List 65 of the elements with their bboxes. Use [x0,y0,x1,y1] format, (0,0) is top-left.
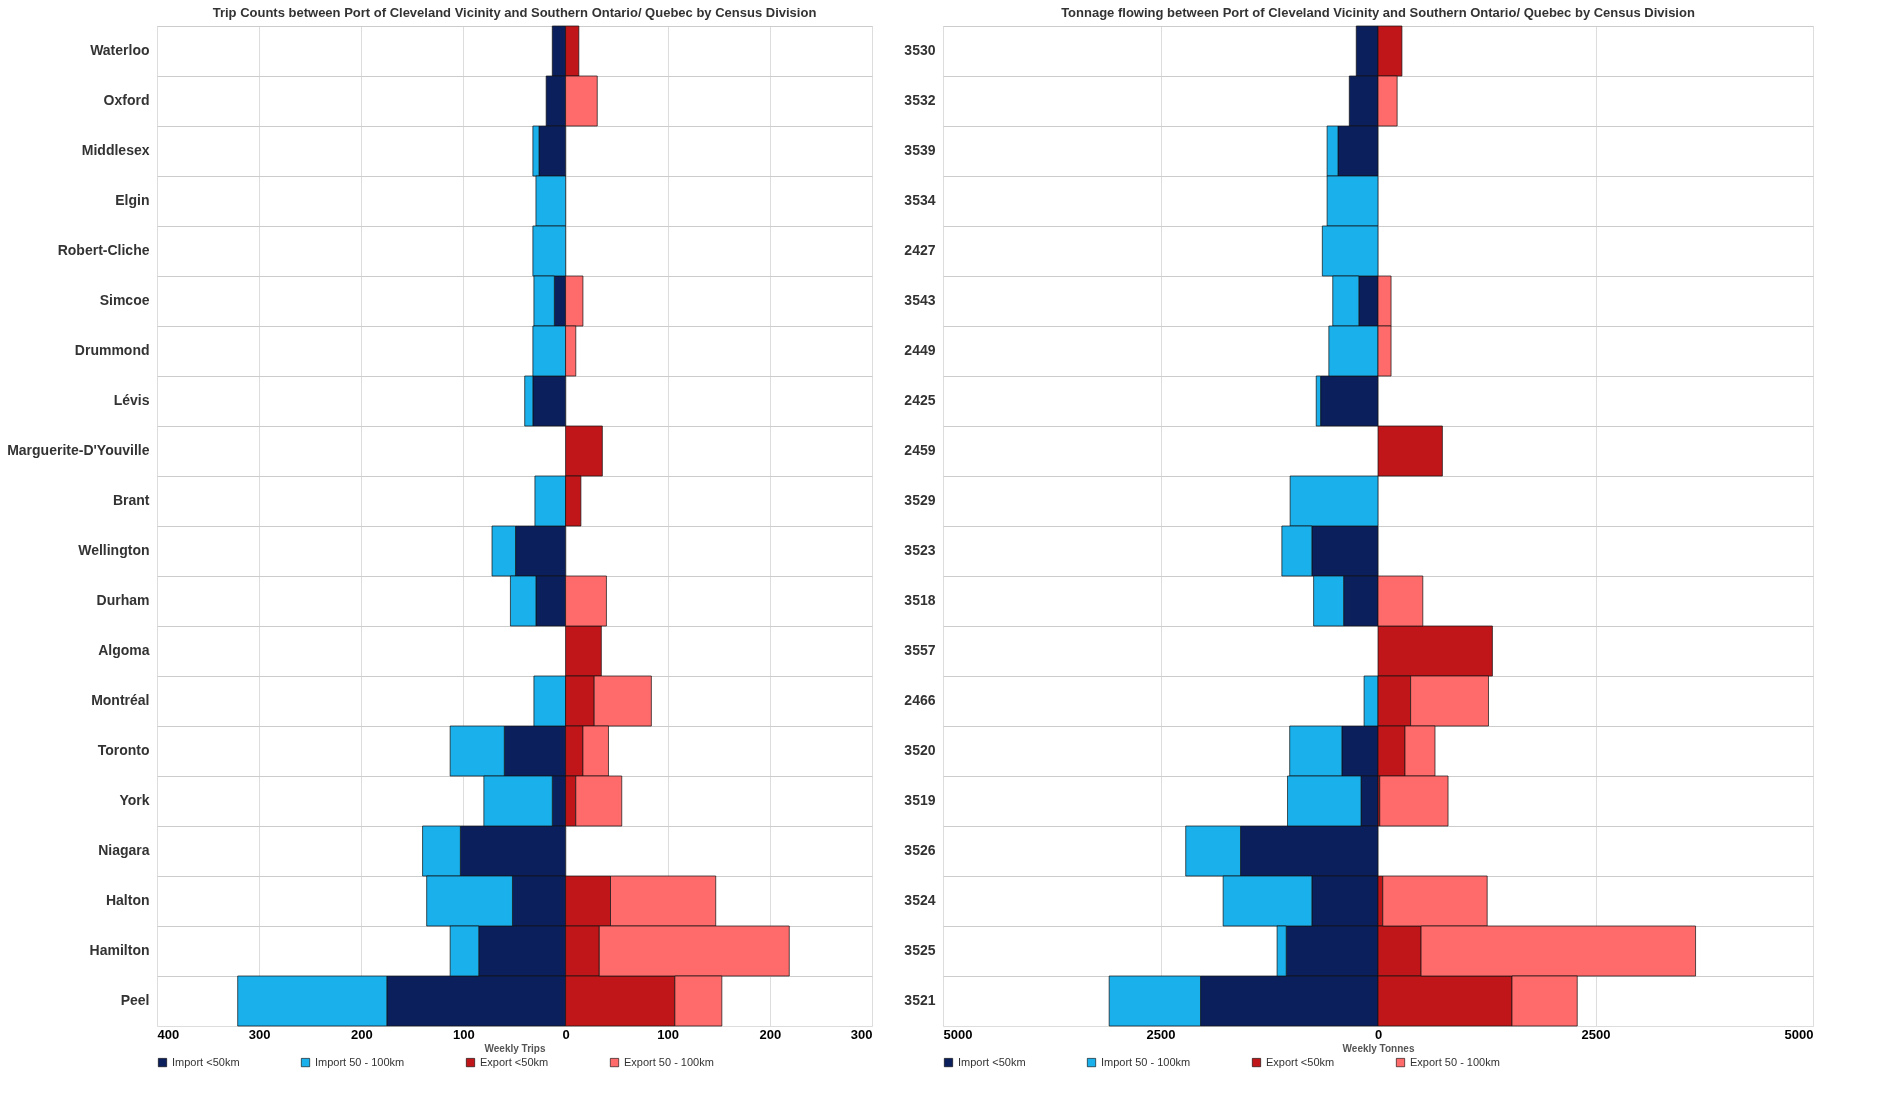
y-tick-label: 2459 [904,442,936,458]
y-tick-label: 3543 [904,292,936,308]
x-axis-title: Weekly Trips [484,1042,546,1054]
y-tick-label: Waterloo [90,42,150,58]
x-tick-label: 300 [850,1026,873,1042]
y-tick-label: 3524 [904,892,936,908]
y-tick-label: York [119,792,150,808]
legend-label: Export <50km [1266,1055,1335,1068]
y-tick-label: 3526 [904,842,936,858]
y-tick-label: 2425 [904,392,936,408]
y-tick-label: Robert-Cliche [57,242,150,258]
x-tick-label: 100 [453,1026,475,1042]
x-tick-label: 200 [759,1026,782,1042]
y-tick-label: 2449 [904,342,936,358]
y-tick-label: Montréal [91,692,150,708]
legend-label: Export <50km [480,1055,549,1068]
y-tick-label: 3529 [904,492,936,508]
y-tick-label: 3525 [904,942,936,958]
x-tick-label: 300 [248,1026,271,1042]
y-tick-label: 3518 [904,592,936,608]
legend-label: Import <50km [172,1055,240,1068]
legend-label: Export 50 - 100km [624,1055,714,1068]
legend-label: Import 50 - 100km [1101,1055,1191,1068]
y-tick-label: Drummond [74,342,150,358]
x-axis-title: Weekly Tonnes [1342,1042,1415,1054]
y-tick-label: Simcoe [99,292,150,308]
y-tick-label: 2427 [904,242,936,258]
y-tick-label: 3532 [904,92,936,108]
y-tick-label: 3539 [904,142,936,158]
y-tick-label: 3519 [904,792,936,808]
y-tick-label: Brant [112,492,150,508]
legend-label: Import <50km [958,1055,1026,1068]
x-tick-label: 2500 [1146,1026,1176,1042]
chart-title: Trip Counts between Port of Cleveland Vicinity and Southern Ontario/ Quebec by Census Division [212,4,817,20]
x-tick-label: 100 [657,1026,680,1042]
y-tick-label: 2466 [904,692,936,708]
y-tick-label: Peel [120,992,150,1008]
legend-label: Import 50 - 100km [315,1055,405,1068]
y-tick-label: Elgin [115,192,150,208]
y-tick-label: Hamilton [89,942,150,958]
y-tick-label: Lévis [113,392,150,408]
y-tick-label: Niagara [98,842,150,858]
y-tick-label: 3523 [904,542,936,558]
y-tick-label: Toronto [97,742,150,758]
y-tick-label: Halton [105,892,150,908]
x-tick-label: 5000 [943,1026,973,1042]
x-tick-label: 0 [562,1026,570,1042]
y-tick-label: 3530 [904,42,936,58]
legend-label: Export 50 - 100km [1410,1055,1500,1068]
x-tick-label: 0 [1374,1026,1383,1042]
y-tick-label: 3534 [904,192,936,208]
y-tick-label: 3557 [904,642,936,658]
y-tick-label: 3520 [904,742,936,758]
chart-title: Tonnage flowing between Port of Cleveland Vicinity and Southern Ontario/ Quebec by Census Division [1061,4,1695,20]
x-tick-label: 200 [350,1026,373,1042]
y-tick-label: Marguerite-D'Youville [7,442,150,458]
y-tick-label: 3521 [904,992,936,1008]
x-tick-label: 400 [157,1026,180,1042]
y-tick-label: Middlesex [81,142,150,158]
y-tick-label: Durham [96,592,150,608]
x-tick-label: 2500 [1581,1026,1611,1042]
y-tick-label: Wellington [78,542,150,558]
x-tick-label: 5000 [1784,1026,1814,1042]
y-tick-label: Oxford [103,92,150,108]
y-tick-label: Algoma [98,642,150,658]
